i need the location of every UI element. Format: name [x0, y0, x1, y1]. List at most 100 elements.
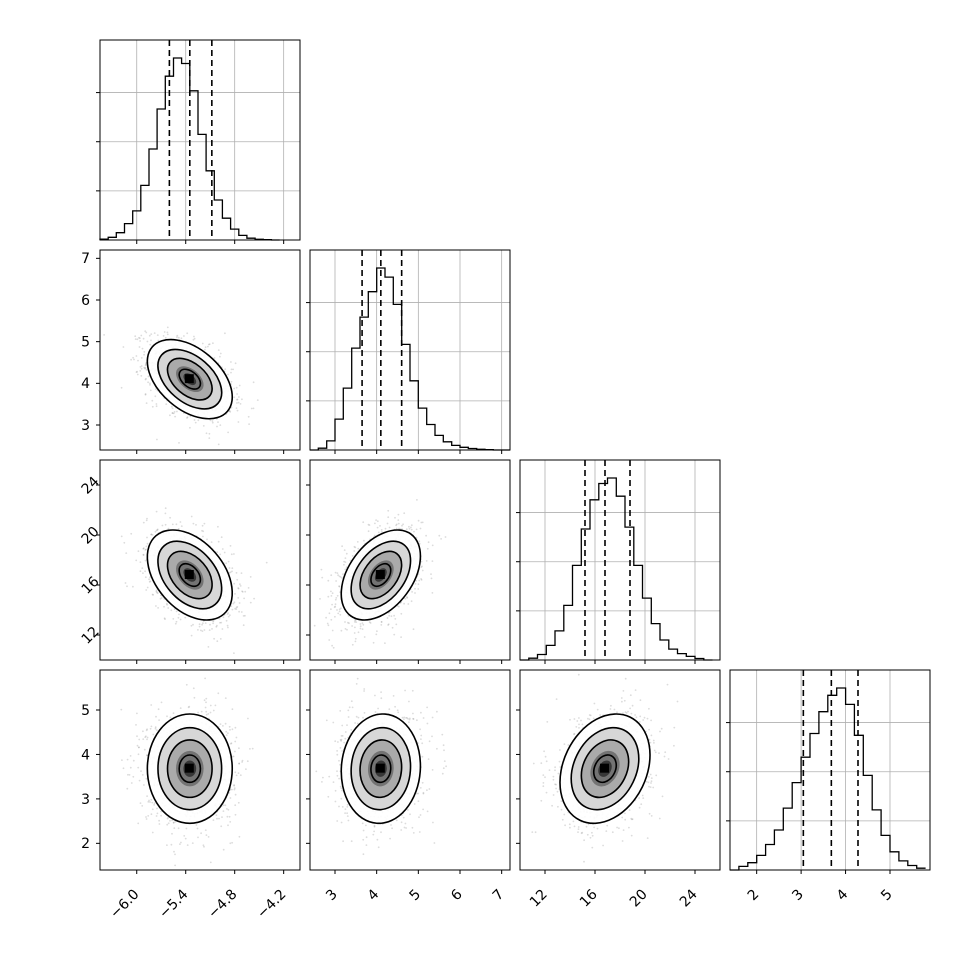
scatter-point — [158, 823, 161, 825]
scatter-point — [126, 758, 129, 761]
scatter-point — [137, 746, 140, 749]
scatter-point — [165, 602, 168, 605]
scatter-point — [249, 576, 252, 578]
scatter-point — [150, 333, 153, 335]
scatter-point — [351, 555, 354, 557]
scatter-point — [145, 735, 147, 738]
scatter-point — [190, 624, 193, 627]
scatter-point — [346, 628, 348, 631]
scatter-point — [230, 361, 232, 363]
scatter-point — [420, 578, 422, 580]
scatter-point — [209, 704, 212, 707]
scatter-point — [146, 340, 149, 343]
scatter-point — [164, 523, 167, 526]
scatter-point — [143, 366, 146, 369]
scatter-point — [331, 644, 333, 647]
scatter-point — [221, 628, 224, 630]
scatter-point — [340, 629, 343, 632]
scatter-point — [138, 336, 140, 339]
scatter-point — [387, 509, 390, 512]
scatter-point — [380, 529, 383, 531]
scatter-point — [232, 368, 235, 371]
contour-line — [157, 348, 223, 410]
scatter-point — [327, 579, 330, 582]
scatter-point — [207, 646, 210, 648]
scatter-point — [120, 535, 123, 538]
scatter-point — [333, 606, 336, 609]
scatter-point — [380, 621, 383, 623]
scatter-point — [403, 512, 406, 515]
scatter-point — [161, 524, 164, 527]
scatter-point — [126, 585, 128, 588]
scatter-point — [354, 626, 356, 629]
scatter-point — [191, 842, 194, 844]
scatter-point — [398, 527, 400, 530]
scatter-point — [344, 568, 347, 571]
scatter-point — [237, 587, 240, 589]
scatter-point — [169, 414, 171, 417]
scatter-point — [145, 816, 147, 818]
scatter-point — [334, 605, 337, 608]
scatter-point — [410, 526, 412, 529]
scatter-point — [247, 415, 250, 418]
scatter-point — [195, 824, 198, 826]
scatter-point — [240, 611, 243, 613]
scatter-point — [207, 343, 210, 346]
scatter-point — [227, 373, 229, 376]
scatter-point — [313, 624, 316, 627]
scatter-point — [344, 621, 346, 623]
panel-2-1 — [309, 459, 511, 661]
scatter-point — [420, 579, 423, 581]
scatter-point — [338, 585, 340, 587]
scatter-point — [430, 577, 433, 580]
scatter-point — [342, 573, 344, 576]
scatter-point — [138, 738, 141, 741]
scatter-point — [135, 559, 138, 562]
scatter-point — [411, 591, 413, 593]
scatter-point — [444, 536, 447, 538]
scatter-point — [236, 398, 238, 401]
scatter-point — [121, 759, 123, 761]
scatter-point — [205, 432, 208, 435]
scatter-point — [232, 602, 235, 605]
scatter-point — [156, 729, 158, 731]
contour-line — [370, 562, 392, 588]
scatter-point — [203, 629, 206, 631]
scatter-point — [204, 622, 207, 624]
scatter-point — [340, 607, 342, 610]
scatter-point — [175, 610, 178, 613]
scatter-point — [362, 521, 365, 524]
scatter-point — [224, 368, 227, 371]
scatter-point — [184, 837, 187, 840]
scatter-point — [130, 358, 133, 361]
scatter-point — [427, 541, 430, 544]
scatter-point — [230, 553, 233, 556]
scatter-point — [425, 534, 427, 537]
scatter-point — [205, 710, 208, 713]
scatter-point — [198, 623, 201, 626]
scatter-point — [330, 618, 333, 621]
scatter-point — [152, 594, 155, 596]
scatter-point — [410, 528, 413, 531]
scatter-point — [408, 527, 411, 530]
scatter-point — [410, 600, 413, 603]
scatter-point — [369, 622, 372, 624]
scatter-point — [319, 598, 321, 600]
scatter-point — [193, 335, 195, 338]
scatter-point — [339, 613, 342, 616]
scatter-point — [384, 642, 386, 644]
scatter-point — [155, 589, 158, 592]
panel-frame — [309, 459, 511, 661]
scatter-point — [233, 784, 236, 786]
scatter-point — [142, 337, 145, 340]
scatter-point — [145, 402, 148, 404]
scatter-point — [202, 425, 205, 427]
scatter-point — [341, 545, 343, 548]
scatter-point — [212, 620, 215, 623]
scatter-point — [216, 425, 218, 428]
scatter-point — [238, 835, 241, 838]
scatter-point — [202, 530, 205, 533]
scatter-point — [388, 611, 391, 614]
scatter-point — [192, 623, 194, 626]
scatter-point — [216, 624, 218, 627]
